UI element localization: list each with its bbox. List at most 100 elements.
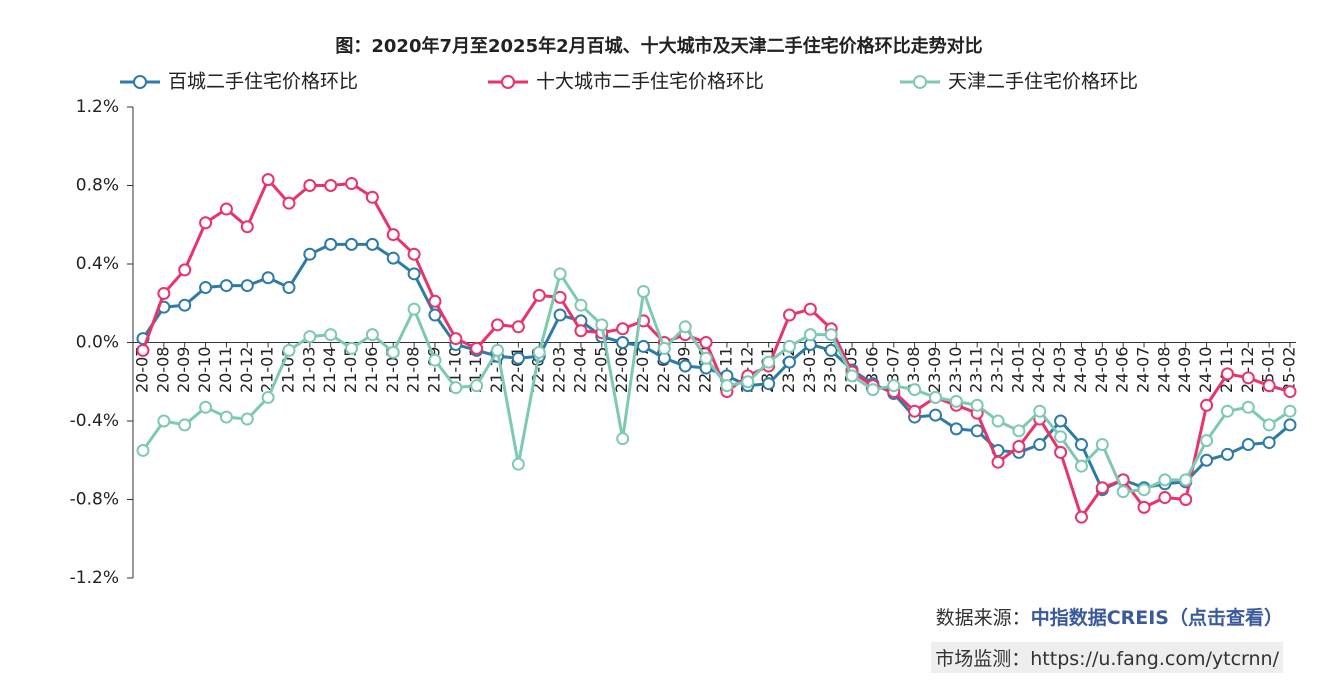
source-label: 数据来源：	[935, 607, 1031, 629]
point	[303, 179, 317, 192]
point	[553, 308, 567, 322]
point	[428, 294, 442, 308]
point	[553, 267, 567, 281]
point	[970, 424, 984, 438]
x-tick-label: 24-08	[1154, 347, 1173, 394]
x-tick-label: 20-11	[216, 347, 235, 394]
y-tick-label: 1.2%	[76, 97, 119, 117]
point	[407, 267, 421, 281]
point	[178, 418, 192, 432]
x-tick-label: 24-12	[1238, 347, 1257, 394]
point	[991, 455, 1005, 469]
point	[949, 394, 963, 408]
point	[928, 408, 942, 422]
x-tick-label: 24-04	[1071, 347, 1090, 394]
legend-marker	[133, 75, 147, 89]
point	[678, 320, 692, 334]
point	[970, 398, 984, 412]
point	[532, 288, 546, 302]
point	[386, 345, 400, 359]
point	[157, 414, 171, 428]
point	[1054, 430, 1068, 444]
x-tick-label: 22-03	[550, 347, 569, 394]
point	[1137, 500, 1151, 514]
x-tick-label: 22-07	[633, 347, 652, 394]
x-tick-label: 23-12	[988, 347, 1007, 394]
point	[637, 284, 651, 298]
point	[240, 279, 254, 293]
point	[303, 330, 317, 344]
x-tick-label: 24-01	[1008, 347, 1027, 394]
x-tick-label: 24-09	[1175, 347, 1194, 394]
point	[511, 320, 525, 334]
x-tick-label: 20-10	[195, 347, 214, 394]
x-tick-label: 20-07	[133, 347, 152, 394]
x-tick-label: 24-03	[1050, 347, 1069, 394]
point	[386, 228, 400, 242]
point	[1220, 447, 1234, 461]
point	[1200, 398, 1214, 412]
x-tick-label: 23-03	[800, 347, 819, 394]
point	[470, 379, 484, 393]
point	[824, 343, 838, 357]
point	[324, 237, 338, 251]
point	[1220, 404, 1234, 418]
x-tick-label: 21-05	[341, 347, 360, 394]
point	[407, 302, 421, 316]
point	[136, 343, 150, 357]
point	[1179, 493, 1193, 506]
legend-marker	[501, 75, 515, 89]
point	[511, 351, 525, 365]
point	[1095, 481, 1109, 495]
point	[199, 216, 213, 230]
point	[1095, 438, 1109, 452]
x-tick-label: 21-06	[362, 347, 381, 394]
point	[1074, 459, 1088, 473]
point	[574, 324, 588, 338]
point	[1262, 436, 1276, 450]
point	[1033, 438, 1047, 452]
point	[616, 336, 630, 349]
point	[345, 177, 359, 191]
source-link[interactable]: 中指数据CREIS（点击查看）	[1030, 607, 1283, 629]
x-tick-label: 21-03	[299, 347, 318, 394]
point	[595, 318, 609, 332]
monitor-line: 市场监测：https://u.fang.com/ytcrnn/	[931, 642, 1283, 673]
point	[365, 237, 379, 251]
x-tick-label: 24-06	[1113, 347, 1132, 394]
point	[1283, 404, 1297, 418]
point	[1054, 445, 1068, 459]
x-tick-label: 21-01	[258, 347, 277, 394]
point	[511, 457, 525, 471]
legend-marker	[913, 75, 927, 89]
x-tick-label: 23-04	[821, 347, 840, 394]
point	[282, 343, 296, 357]
point	[1200, 453, 1214, 467]
point	[908, 404, 922, 418]
x-tick-label: 22-04	[570, 347, 589, 394]
x-tick-label: 25-02	[1280, 347, 1299, 394]
point	[282, 281, 296, 295]
point	[616, 432, 630, 446]
y-tick-label: 0.0%	[76, 333, 119, 353]
point	[866, 383, 880, 397]
x-tick-label: 21-08	[404, 347, 423, 394]
point	[345, 341, 359, 355]
point	[324, 179, 338, 192]
point	[908, 383, 922, 397]
y-tick-label: -0.8%	[70, 490, 119, 510]
point	[1241, 438, 1255, 452]
point	[199, 400, 213, 414]
point	[1137, 483, 1151, 497]
point	[1283, 418, 1297, 432]
x-tick-label: 24-07	[1134, 347, 1153, 394]
x-tick-label: 24-10	[1196, 347, 1215, 394]
legend-label: 百城二手住宅价格环比	[168, 71, 358, 93]
point	[219, 202, 233, 216]
point	[1200, 434, 1214, 448]
point	[991, 414, 1005, 428]
point	[1116, 485, 1130, 499]
point	[261, 173, 275, 187]
point	[1074, 438, 1088, 452]
point	[949, 422, 963, 436]
